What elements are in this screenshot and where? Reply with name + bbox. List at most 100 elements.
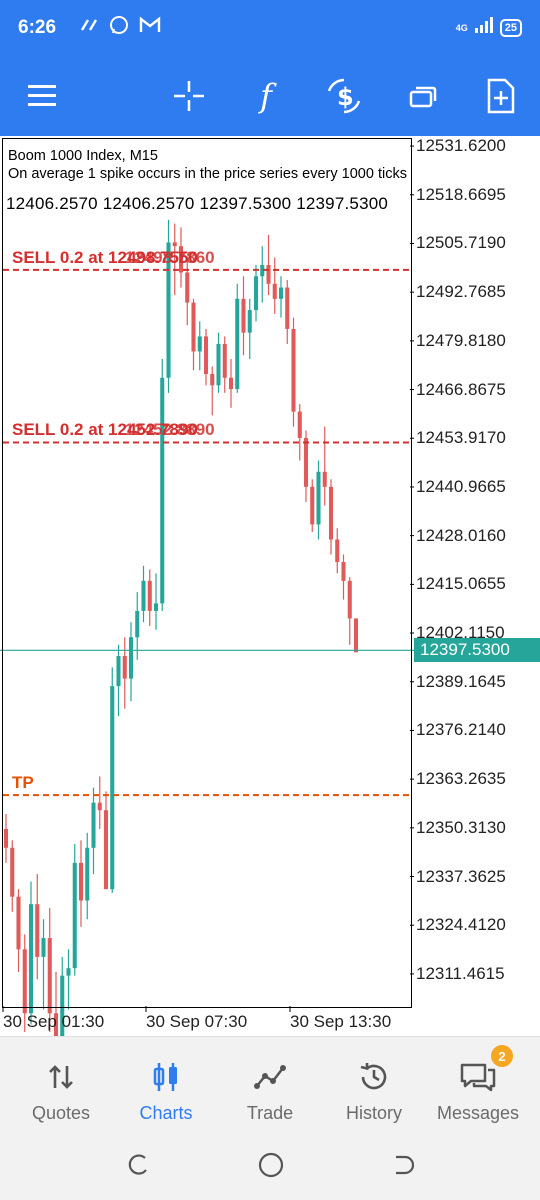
symbol-description: On average 1 spike occurs in the price s… — [8, 166, 407, 182]
recents-button[interactable] — [124, 1150, 154, 1180]
current-price-tag: 12397.5300 — [414, 638, 540, 663]
candle-body — [303, 437, 309, 487]
candle-body — [197, 336, 202, 352]
candle-body — [147, 580, 152, 611]
candle-body — [210, 374, 215, 386]
candle-body — [266, 264, 271, 284]
menu-icon — [28, 85, 56, 106]
candle-body — [97, 802, 102, 811]
indicators-button[interactable]: f — [244, 74, 288, 118]
signal-icon — [474, 16, 494, 39]
network-label: 4G — [455, 22, 468, 33]
system-navigation — [0, 1128, 540, 1200]
windows-button[interactable] — [401, 74, 445, 118]
candle-body — [297, 411, 302, 438]
candle-body — [322, 471, 327, 487]
y-tick-label: 12337.3625 — [416, 866, 506, 886]
symbol-title: Boom 1000 Index, M15 — [8, 148, 158, 164]
recents-icon — [128, 1154, 147, 1175]
plot-frame — [2, 138, 412, 1008]
trade-button[interactable]: $ — [322, 74, 366, 118]
messages-icon — [460, 1063, 496, 1092]
add-object-icon — [487, 78, 515, 114]
quotes-icon — [49, 1065, 73, 1089]
candle-body — [347, 580, 352, 619]
candle-body — [103, 810, 109, 890]
y-tick-label: 12376.2140 — [416, 720, 506, 740]
trade-icon — [254, 1065, 286, 1089]
candle-body — [353, 618, 359, 653]
candle-body — [166, 242, 171, 378]
nav-messages[interactable]: 2 Messages — [424, 1037, 532, 1129]
candle-body — [16, 896, 21, 950]
candle-body — [172, 242, 177, 247]
nav-trade-label: Trade — [246, 1103, 294, 1123]
nav-quotes[interactable]: Quotes — [7, 1037, 115, 1129]
menu-button[interactable] — [20, 74, 64, 118]
y-tick-label: 12492.7685 — [416, 282, 506, 302]
candle-body — [85, 847, 90, 901]
home-icon — [258, 1152, 284, 1178]
nav-history[interactable]: History — [320, 1037, 428, 1129]
gmail-icon — [138, 15, 162, 40]
y-tick-label: 12505.7190 — [416, 233, 506, 253]
chart-area[interactable]: Boom 1000 Index, M15 On average 1 spike … — [0, 136, 540, 1036]
candle-body — [235, 298, 240, 390]
home-button[interactable] — [256, 1150, 286, 1180]
candle-body — [247, 310, 252, 333]
candle-body — [178, 246, 184, 273]
y-tick-label: 12531.6200 — [416, 136, 506, 156]
candle-body — [272, 283, 277, 299]
candle-body — [110, 686, 115, 890]
y-tick-label: 12311.4615 — [416, 963, 505, 983]
candle-body — [28, 904, 34, 1014]
status-bar: 6:26 4G 25 — [0, 0, 540, 56]
y-tick-label: 12350.3130 — [416, 817, 506, 837]
indicators-icon: f — [260, 77, 272, 115]
candle-body — [72, 862, 77, 969]
nav-charts[interactable]: Charts — [112, 1037, 220, 1129]
x-tick-label: 30 Sep 01:30 — [3, 1012, 105, 1031]
add-object-button[interactable] — [479, 74, 523, 118]
battery-level: 25 — [504, 21, 517, 34]
chart-canvas[interactable] — [0, 136, 540, 1036]
back-button[interactable] — [388, 1150, 418, 1180]
level-overlap-text: 12498.7860 — [124, 247, 215, 267]
crosshair-button[interactable] — [167, 74, 211, 118]
candle-body — [203, 336, 209, 375]
y-tick-label: 12363.2635 — [416, 769, 506, 789]
candle-body — [260, 264, 265, 277]
y-tick-label: 12518.6695 — [416, 184, 506, 204]
x-tick-label: 30 Sep 07:30 — [146, 1012, 248, 1031]
candle-body — [191, 302, 196, 352]
back-icon — [396, 1155, 415, 1175]
candle-body — [216, 343, 221, 386]
candle-body — [153, 603, 159, 611]
y-tick-label: 12389.1645 — [416, 671, 506, 691]
trade-dollar-icon: $ — [327, 78, 361, 114]
candle-body — [135, 610, 140, 638]
level-label-text: SELL 0.2 at 12498.7550 — [12, 247, 198, 267]
candle-body — [222, 343, 227, 378]
candle-body — [128, 637, 134, 679]
candle-body — [316, 471, 321, 525]
candle-body — [41, 938, 46, 957]
nav-trade[interactable]: Trade — [216, 1037, 324, 1129]
battery-icon: 25 — [499, 18, 522, 37]
y-tick-label: 12479.8180 — [416, 330, 506, 350]
level-label-text: TP — [12, 773, 34, 793]
candle-body — [278, 287, 284, 299]
candle-body — [341, 562, 346, 581]
y-tick-label: 12440.9665 — [416, 476, 506, 496]
y-tick-label: 12428.0160 — [416, 525, 506, 545]
candle-body — [53, 1013, 59, 1036]
candle-body — [22, 949, 27, 1014]
charts-icon — [153, 1063, 177, 1091]
history-icon — [360, 1063, 387, 1090]
y-tick-label: 12415.0655 — [416, 574, 506, 594]
nav-quotes-label: Quotes — [31, 1103, 91, 1123]
candle-body — [91, 802, 96, 848]
candle-body — [241, 298, 246, 333]
level-label-text: SELL 0.2 at 12452.7890 — [12, 420, 198, 440]
candle-body — [3, 829, 9, 848]
